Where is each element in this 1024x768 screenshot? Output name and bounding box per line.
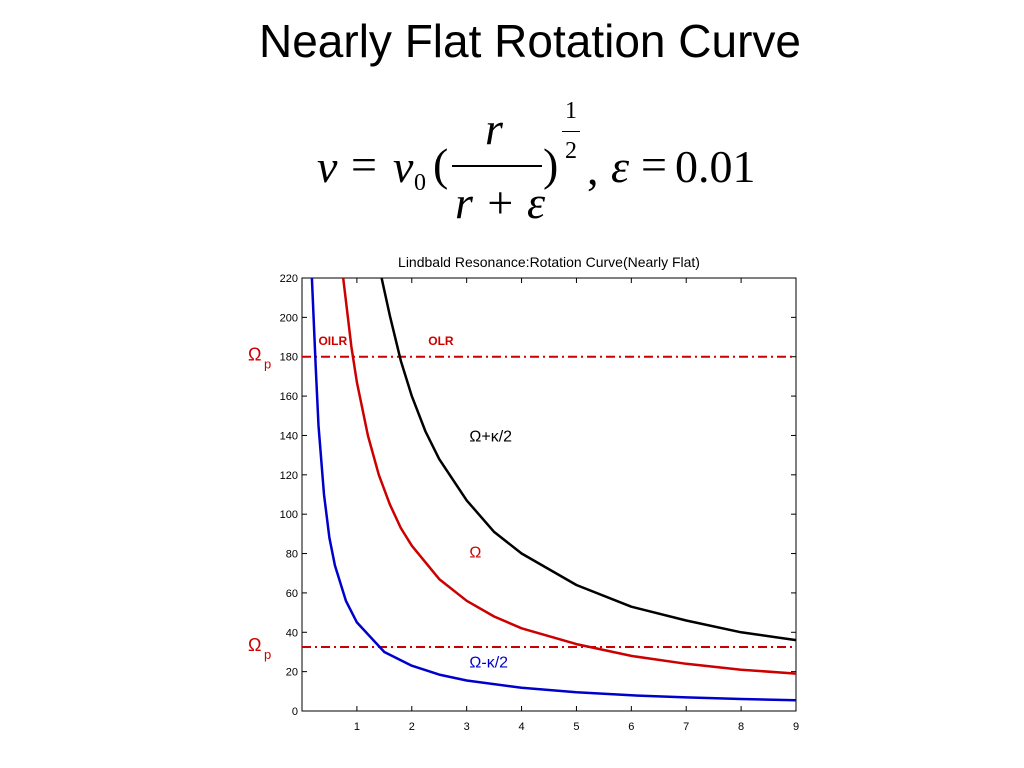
y-tick-label: 20 (286, 667, 298, 679)
x-tick-label: 8 (738, 721, 744, 733)
plot-frame (301, 277, 797, 712)
formula-exp-den: 2 (565, 138, 577, 164)
formula-fraction-bar (452, 165, 542, 167)
y-tick-label: 40 (286, 627, 298, 639)
annotation-4: Ω (469, 544, 481, 561)
pattern-speed-sub-1: p (264, 357, 271, 372)
chart-title: Lindbald Resonance:Rotation Curve(Nearly… (398, 254, 700, 270)
pattern-speed-label-2: Ω (248, 635, 261, 655)
y-tick-label: 160 (280, 391, 298, 403)
y-tick-label: 140 (280, 430, 298, 442)
x-tick-label: 4 (518, 721, 524, 733)
formula-equals-2: = (641, 139, 667, 190)
formula-v: v (317, 141, 338, 192)
x-tick-label: 7 (683, 721, 689, 733)
formula-epsilon-value: 0.01 (675, 141, 756, 192)
formula-equals: = (351, 139, 377, 190)
formula-exp-bar (562, 131, 580, 132)
y-tick-label: 100 (280, 509, 298, 521)
y-tick-label: 60 (286, 588, 298, 600)
series-line-2 (341, 277, 797, 675)
formula-comma: , (587, 143, 599, 194)
formula-numerator: r (485, 103, 503, 154)
annotation-3: Ω+κ/2 (469, 428, 512, 445)
pattern-speed-label-1: Ω (248, 345, 261, 365)
y-tick-label: 180 (280, 352, 298, 364)
pattern-speed-sub-2: p (264, 647, 271, 662)
x-tick-label: 2 (409, 721, 415, 733)
y-tick-label: 220 (280, 273, 298, 285)
formula-open-paren: ( (433, 139, 449, 190)
formula-epsilon: ε (611, 141, 630, 192)
x-tick-label: 1 (354, 721, 360, 733)
series-line-3 (310, 277, 797, 702)
slide-title: Nearly Flat Rotation Curve (259, 15, 801, 67)
annotation-2: OLR (428, 334, 454, 348)
x-tick-label: 5 (573, 721, 579, 733)
formula-denominator: r + ε (455, 177, 546, 228)
formula-v0-sub: 0 (414, 170, 426, 196)
annotation-1: OILR (318, 334, 347, 348)
x-tick-label: 6 (628, 721, 634, 733)
y-tick-label: 200 (280, 312, 298, 324)
rotation-formula: v = v 0 ( r r + ε ) 1 2 , ε = 0.01 (315, 98, 775, 228)
formula-exp-num: 1 (565, 98, 577, 124)
annotation-5: Ω-κ/2 (469, 655, 508, 672)
x-tick-label: 3 (464, 721, 470, 733)
y-tick-label: 80 (286, 549, 298, 561)
formula-close-paren: ) (543, 139, 559, 190)
series-line-1 (380, 277, 797, 642)
x-tick-label: 9 (793, 721, 799, 733)
y-tick-label: 120 (280, 470, 298, 482)
y-tick-label: 0 (292, 706, 298, 718)
formula-v0-base: v (393, 141, 414, 192)
